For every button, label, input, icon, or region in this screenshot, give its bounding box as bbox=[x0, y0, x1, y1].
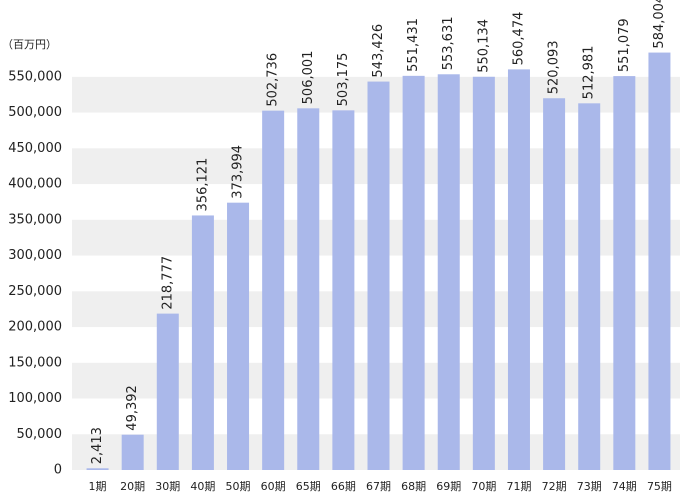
bar bbox=[648, 52, 671, 471]
y-tick-label: 500,000 bbox=[8, 105, 62, 120]
bar bbox=[262, 110, 285, 471]
bar bbox=[121, 434, 144, 470]
x-tick-label: 72期 bbox=[542, 480, 567, 493]
y-axis-unit: （百万円） bbox=[2, 38, 57, 51]
bar bbox=[507, 69, 530, 470]
x-tick-label: 73期 bbox=[577, 480, 602, 493]
y-tick-label: 350,000 bbox=[8, 212, 62, 227]
value-label: 373,994 bbox=[231, 145, 246, 199]
value-label: 356,121 bbox=[195, 158, 210, 212]
y-tick-label: 450,000 bbox=[8, 141, 62, 156]
value-label: 520,093 bbox=[547, 40, 562, 94]
bar bbox=[86, 468, 109, 470]
y-tick-label: 150,000 bbox=[8, 355, 62, 370]
value-label: 551,079 bbox=[617, 18, 632, 72]
value-label: 502,736 bbox=[266, 53, 281, 107]
x-tick-label: 1期 bbox=[89, 480, 107, 493]
bar bbox=[297, 108, 320, 471]
y-tick-label: 300,000 bbox=[8, 248, 62, 263]
bar bbox=[543, 98, 566, 470]
x-tick-label: 75期 bbox=[647, 480, 672, 493]
y-tick-label: 550,000 bbox=[8, 69, 62, 84]
value-label: 560,474 bbox=[511, 12, 526, 66]
bar bbox=[227, 202, 250, 470]
bar bbox=[578, 103, 601, 470]
value-label: 218,777 bbox=[160, 256, 175, 310]
bar bbox=[437, 74, 460, 470]
value-label: 584,004 bbox=[652, 0, 667, 49]
x-tick-label: 50期 bbox=[226, 480, 251, 493]
x-tick-label: 74期 bbox=[612, 480, 637, 493]
value-label: 550,134 bbox=[476, 19, 491, 73]
x-tick-label: 71期 bbox=[506, 480, 531, 493]
value-label: 503,175 bbox=[336, 53, 351, 107]
x-tick-label: 20期 bbox=[120, 480, 145, 493]
value-label: 506,001 bbox=[301, 51, 316, 105]
bar bbox=[367, 81, 390, 470]
x-tick-label: 40期 bbox=[190, 480, 215, 493]
x-tick-label: 60期 bbox=[261, 480, 286, 493]
x-tick-label: 65期 bbox=[296, 480, 321, 493]
bar bbox=[332, 110, 355, 470]
x-tick-label: 67期 bbox=[366, 480, 391, 493]
x-tick-label: 70期 bbox=[471, 480, 496, 493]
bar bbox=[402, 75, 425, 470]
x-tick-label: 66期 bbox=[331, 480, 356, 493]
x-tick-label: 69期 bbox=[436, 480, 461, 493]
value-label: 512,981 bbox=[582, 46, 597, 100]
y-tick-label: 200,000 bbox=[8, 320, 62, 335]
bar bbox=[472, 76, 495, 471]
bar bbox=[156, 313, 179, 470]
value-label: 2,413 bbox=[90, 427, 105, 464]
value-label: 543,426 bbox=[371, 24, 386, 78]
bar bbox=[613, 76, 636, 470]
y-tick-label: 400,000 bbox=[8, 177, 62, 192]
x-tick-label: 68期 bbox=[401, 480, 426, 493]
y-tick-label: 100,000 bbox=[8, 391, 62, 406]
y-tick-label: 0 bbox=[54, 463, 62, 478]
y-tick-label: 50,000 bbox=[17, 427, 63, 442]
value-label: 551,431 bbox=[406, 18, 421, 72]
value-label: 49,392 bbox=[125, 385, 140, 431]
x-tick-label: 30期 bbox=[155, 480, 180, 493]
y-tick-label: 250,000 bbox=[8, 284, 62, 299]
bar bbox=[191, 215, 214, 470]
value-label: 553,631 bbox=[441, 17, 456, 71]
